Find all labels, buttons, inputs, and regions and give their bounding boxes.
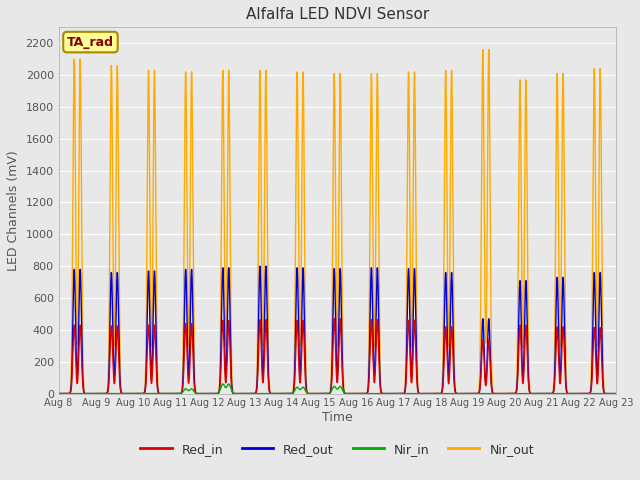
Y-axis label: LED Channels (mV): LED Channels (mV) bbox=[7, 150, 20, 271]
Legend: Red_in, Red_out, Nir_in, Nir_out: Red_in, Red_out, Nir_in, Nir_out bbox=[135, 438, 539, 461]
X-axis label: Time: Time bbox=[322, 411, 353, 424]
Title: Alfalfa LED NDVI Sensor: Alfalfa LED NDVI Sensor bbox=[246, 7, 429, 22]
Text: TA_rad: TA_rad bbox=[67, 36, 114, 48]
